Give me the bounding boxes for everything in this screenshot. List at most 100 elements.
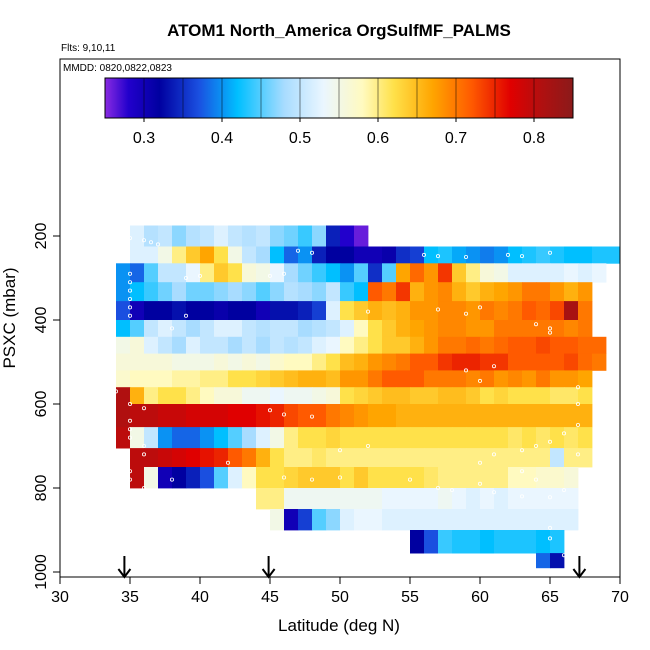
heatmap-cell xyxy=(508,509,523,531)
heatmap-cell xyxy=(466,509,481,531)
heatmap-cell xyxy=(578,427,593,449)
heatmap-cell xyxy=(312,301,327,321)
heatmap-cell xyxy=(494,387,509,405)
heatmap-cell xyxy=(368,387,383,405)
heatmap-cell xyxy=(424,387,439,405)
heatmap-cell xyxy=(172,467,187,489)
heatmap-cell xyxy=(424,246,439,264)
heatmap-cell xyxy=(228,353,243,371)
sample-point xyxy=(183,275,188,280)
heatmap-cell xyxy=(312,282,327,302)
heatmap-cell xyxy=(368,320,383,338)
heatmap-cell xyxy=(186,387,201,405)
flight-arrow-head xyxy=(117,568,132,579)
heatmap-cell xyxy=(578,301,593,321)
heatmap-cell xyxy=(116,263,131,283)
heatmap-cell xyxy=(494,404,509,428)
heatmap-cell xyxy=(578,282,593,302)
heatmap-cell xyxy=(340,225,355,247)
heatmap-cell xyxy=(200,404,215,428)
heatmap-cell xyxy=(116,404,131,428)
heatmap-cell xyxy=(144,320,159,338)
heatmap-cell xyxy=(158,246,173,264)
heatmap-cell xyxy=(592,336,607,354)
heatmap-cell xyxy=(522,387,537,405)
flight-arrow-head xyxy=(261,568,276,579)
heatmap-cell xyxy=(214,246,229,264)
heatmap-cell xyxy=(130,263,145,283)
sample-point xyxy=(477,305,482,310)
heatmap-cell xyxy=(284,246,299,264)
heatmap-cell xyxy=(270,427,285,449)
heatmap-cell xyxy=(438,282,453,302)
heatmap-cell xyxy=(116,387,131,405)
heatmap-cell xyxy=(284,320,299,338)
y-axis: 200 400 600 800 1000 xyxy=(33,223,60,590)
heatmap-cell xyxy=(228,225,243,247)
heatmap-cell xyxy=(494,467,509,489)
heatmap-cell xyxy=(158,225,173,247)
heatmap-cell xyxy=(536,553,551,569)
heatmap-cell xyxy=(270,320,285,338)
heatmap-cell xyxy=(494,320,509,338)
heatmap-cell xyxy=(522,353,537,371)
heatmap-cell xyxy=(312,225,327,247)
sample-point xyxy=(127,296,132,301)
heatmap-cell xyxy=(396,336,411,354)
heatmap-cell xyxy=(466,320,481,338)
heatmap-cell xyxy=(256,225,271,247)
heatmap-cell xyxy=(298,448,313,468)
sample-point xyxy=(127,427,132,432)
heatmap-cell xyxy=(550,488,565,510)
heatmap-cell xyxy=(438,404,453,428)
heatmap-cell xyxy=(536,282,551,302)
heatmap-cell xyxy=(382,263,397,283)
heatmap-cell xyxy=(550,427,565,449)
heatmap-cell xyxy=(228,404,243,428)
heatmap-cell xyxy=(578,246,593,264)
heatmap-cell xyxy=(298,427,313,449)
heatmap-cell xyxy=(130,336,145,354)
x-tick-label: 60 xyxy=(471,589,489,606)
sample-point xyxy=(281,412,286,417)
heatmap-cell xyxy=(382,320,397,338)
heatmap-cell xyxy=(340,336,355,354)
y-axis-label: PSXC (mbar) xyxy=(0,267,19,368)
sample-point xyxy=(141,443,146,448)
sample-point xyxy=(309,477,314,482)
heatmap-cell xyxy=(158,387,173,405)
heatmap-cell xyxy=(508,387,523,405)
heatmap-cell xyxy=(144,427,159,449)
sample-point xyxy=(548,495,553,500)
heatmap-cell xyxy=(228,263,243,283)
heatmap-cell xyxy=(522,301,537,321)
y-tick-label: 1000 xyxy=(33,554,50,590)
heatmap-cell xyxy=(382,282,397,302)
heatmap-cell xyxy=(116,282,131,302)
sample-point xyxy=(477,481,482,486)
heatmap-cell xyxy=(522,404,537,428)
heatmap-cell xyxy=(242,467,257,489)
heatmap-cell xyxy=(466,488,481,510)
heatmap-cell xyxy=(452,282,467,302)
heatmap-cell xyxy=(242,427,257,449)
heatmap-cell xyxy=(452,353,467,371)
heatmap-cell xyxy=(410,263,425,283)
heatmap-cell xyxy=(340,370,355,388)
heatmap-cell xyxy=(564,263,579,283)
heatmap-cell xyxy=(186,467,201,489)
sample-point xyxy=(576,385,581,390)
heatmap-cell xyxy=(522,282,537,302)
heatmap-cell xyxy=(382,488,397,510)
heatmap-cell xyxy=(214,467,229,489)
heatmap-cell xyxy=(550,301,565,321)
colorbar-tick-label: 0.3 xyxy=(133,130,155,147)
heatmap-cell xyxy=(228,246,243,264)
heatmap-cell xyxy=(396,370,411,388)
heatmap-cell xyxy=(200,301,215,321)
heatmap-cell xyxy=(438,467,453,489)
heatmap-cell xyxy=(452,530,467,554)
heatmap-cell xyxy=(200,336,215,354)
heatmap-cell xyxy=(130,370,145,388)
x-tick-label: 50 xyxy=(331,589,349,606)
